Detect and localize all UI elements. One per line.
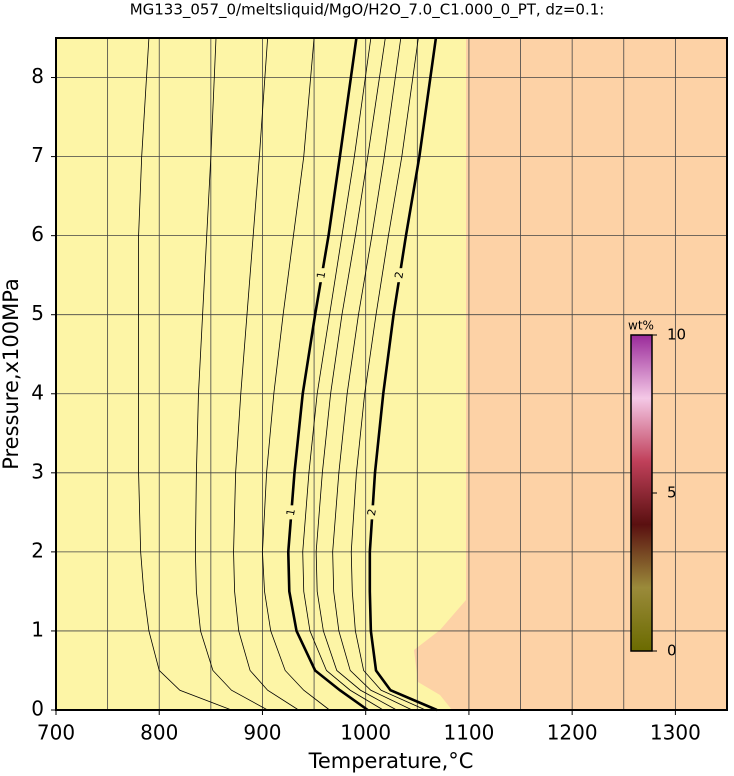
y-tick-label: 5	[31, 301, 44, 325]
contour-label: 2	[365, 508, 379, 517]
contour-label-bg	[394, 268, 405, 283]
y-tick-label: 4	[31, 380, 44, 404]
x-tick-label: 700	[37, 721, 75, 745]
contour-line	[138, 37, 232, 711]
x-tick-label: 1000	[340, 721, 391, 745]
y-tick-label: 0	[31, 697, 44, 721]
colorbar-tick-label: 5	[667, 484, 677, 502]
x-tick-label: 900	[243, 721, 281, 745]
x-tick-label: 800	[140, 721, 178, 745]
contour-line	[262, 37, 330, 711]
contour-label: 2	[392, 271, 406, 280]
contour-line	[332, 37, 413, 711]
contour-line	[194, 37, 268, 711]
y-tick-label: 7	[31, 143, 44, 167]
contour-label-bg	[367, 505, 378, 520]
contour-line	[350, 37, 426, 711]
colorbar-label: wt%	[628, 319, 654, 333]
plot-frame	[55, 37, 728, 711]
contour-line	[233, 37, 299, 711]
chart-title: MG133_057_0/meltsliquid/MgO/H2O_7.0_C1.0…	[130, 1, 605, 20]
y-axis-label: Pressure,x100MPa	[0, 278, 23, 470]
y-tick-label: 3	[31, 459, 44, 483]
colorbar-tick-label: 0	[667, 642, 677, 660]
y-tick-label: 6	[31, 222, 44, 246]
contour-label: 1	[284, 508, 298, 517]
contour-line	[315, 37, 397, 711]
x-axis-label: Temperature,°C	[308, 749, 474, 773]
contour-line	[302, 37, 384, 711]
colorbar	[630, 334, 653, 652]
x-tick-label: 1100	[443, 721, 494, 745]
y-tick-label: 2	[31, 538, 44, 562]
y-tick-label: 8	[31, 64, 44, 88]
x-tick-label: 1200	[547, 721, 598, 745]
contour-label-bg	[316, 268, 327, 283]
contour-label-bg	[286, 505, 297, 520]
contour-label: 1	[314, 271, 328, 280]
y-tick-label: 1	[31, 617, 44, 641]
colorbar-tick-label: 10	[667, 326, 686, 344]
x-tick-label: 1300	[650, 721, 701, 745]
